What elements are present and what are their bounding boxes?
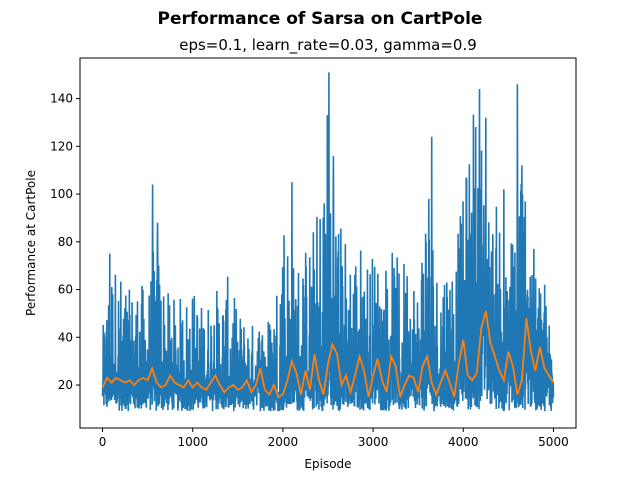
x-tick-label: 3000 bbox=[358, 435, 389, 449]
series-smoothed-line bbox=[101, 310, 555, 399]
plot-area bbox=[101, 72, 555, 412]
x-tick-label: 2000 bbox=[268, 435, 299, 449]
y-tick-label: 120 bbox=[50, 139, 73, 153]
y-tick-label: 80 bbox=[58, 235, 73, 249]
x-tick-label: 5000 bbox=[538, 435, 569, 449]
x-tick-label: 1000 bbox=[177, 435, 208, 449]
y-axis-label: Performance at CartPole bbox=[24, 170, 38, 316]
y-tick-label: 140 bbox=[50, 92, 73, 106]
x-tick-label: 4000 bbox=[448, 435, 479, 449]
chart-subtitle: eps=0.1, learn_rate=0.03, gamma=0.9 bbox=[179, 36, 477, 55]
x-axis: 0 1000 2000 3000 4000 5000 bbox=[99, 428, 569, 449]
y-axis: 20 40 60 80 100 120 140 bbox=[50, 92, 80, 392]
x-axis-label: Episode bbox=[304, 457, 351, 471]
x-tick-label: 0 bbox=[99, 435, 107, 449]
y-tick-label: 20 bbox=[58, 378, 73, 392]
y-tick-label: 100 bbox=[50, 187, 73, 201]
axes-frame bbox=[79, 57, 577, 429]
y-tick-label: 40 bbox=[58, 330, 73, 344]
chart-suptitle: Performance of Sarsa on CartPole bbox=[158, 9, 483, 29]
y-tick-label: 60 bbox=[58, 283, 73, 297]
